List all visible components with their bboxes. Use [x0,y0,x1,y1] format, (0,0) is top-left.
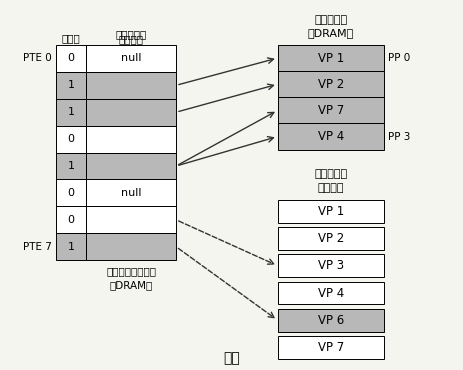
Bar [278,200,384,223]
Text: VP 3: VP 3 [318,259,344,272]
Text: VP 7: VP 7 [318,104,344,117]
Text: PTE 7: PTE 7 [23,242,51,252]
Text: null: null [121,53,141,63]
Bar [278,97,384,124]
Text: 0: 0 [68,215,75,225]
Text: 常驻存储器的页表: 常驻存储器的页表 [106,266,156,276]
Bar [86,45,176,72]
Text: 页表: 页表 [223,352,240,366]
Text: VP 2: VP 2 [318,232,344,245]
Text: 物理页号或: 物理页号或 [115,29,147,39]
Text: 磁盘地址: 磁盘地址 [119,34,144,44]
Bar [56,99,86,126]
Bar [56,179,86,206]
Text: 1: 1 [68,107,75,117]
Bar [278,45,384,71]
Bar [86,206,176,233]
Bar [56,45,86,72]
Text: PP 0: PP 0 [388,53,411,63]
Bar [86,152,176,179]
Bar [86,179,176,206]
Bar [56,72,86,99]
Bar [278,71,384,97]
Text: （磁盘）: （磁盘） [318,183,344,193]
Text: VP 4: VP 4 [318,286,344,299]
Text: VP 2: VP 2 [318,78,344,91]
Bar [56,233,86,260]
Text: null: null [121,188,141,198]
Bar [86,72,176,99]
Bar [278,282,384,305]
Bar [56,206,86,233]
Text: 1: 1 [68,242,75,252]
Text: VP 1: VP 1 [318,205,344,218]
Text: VP 6: VP 6 [318,314,344,327]
Text: 0: 0 [68,188,75,198]
Text: （DRAM）: （DRAM） [109,280,153,290]
Text: 1: 1 [68,161,75,171]
Bar [278,336,384,359]
Text: 0: 0 [68,134,75,144]
Text: 有效位: 有效位 [62,33,81,43]
Text: 虚拟存储器: 虚拟存储器 [314,169,347,179]
Text: VP 1: VP 1 [318,51,344,64]
Text: 物理存储器: 物理存储器 [314,15,347,25]
Bar [86,99,176,126]
Text: 1: 1 [68,80,75,90]
Text: VP 7: VP 7 [318,341,344,354]
Bar [278,124,384,149]
Text: （DRAM）: （DRAM） [307,28,354,38]
Text: PP 3: PP 3 [388,131,411,142]
Bar [56,126,86,152]
Text: 0: 0 [68,53,75,63]
Bar [278,227,384,250]
Text: VP 4: VP 4 [318,130,344,143]
Bar [86,126,176,152]
Bar [86,233,176,260]
Bar [278,309,384,332]
Text: PTE 0: PTE 0 [23,53,51,63]
Bar [278,254,384,277]
Bar [56,152,86,179]
